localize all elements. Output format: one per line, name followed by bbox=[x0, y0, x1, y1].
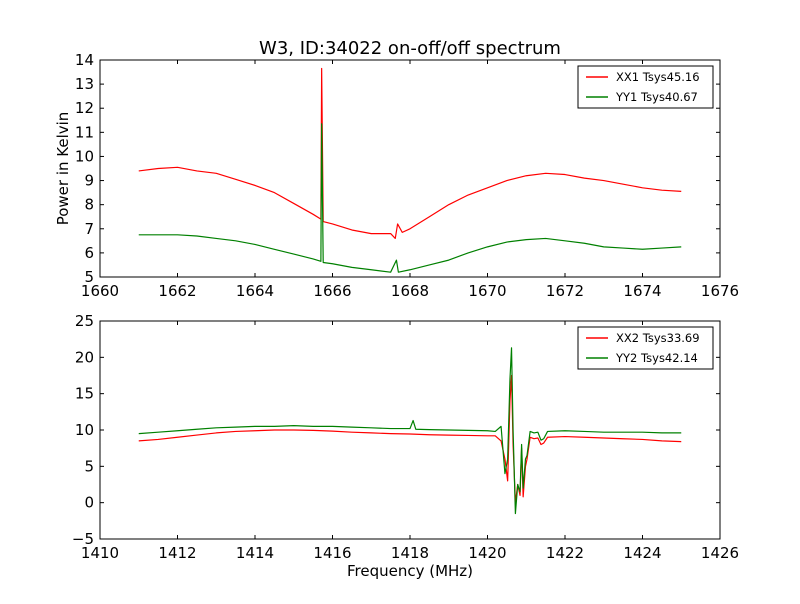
bottom-y-tick-label: 0 bbox=[84, 494, 94, 512]
top-legend-label-1: YY1 Tsys40.67 bbox=[615, 90, 698, 104]
chart-title: W3, ID:34022 on-off/off spectrum bbox=[259, 38, 561, 59]
bottom-x-tick-label: 1418 bbox=[391, 544, 429, 562]
top-legend-box bbox=[577, 65, 714, 109]
top-y-tick-label: 11 bbox=[75, 123, 94, 141]
top-y-axis-label: Power in Kelvin bbox=[54, 112, 72, 226]
top-x-tick-label: 1672 bbox=[546, 282, 584, 300]
bottom-x-tick-label: 1412 bbox=[158, 544, 196, 562]
top-chart: 1660 1662 1664 1666 1668 1670 1672 1674 1676 5 6 7 8… bbox=[54, 51, 739, 300]
bottom-legend-box bbox=[577, 326, 714, 370]
bottom-x-tick-label: 1414 bbox=[236, 544, 274, 562]
bottom-legend-label-1: YY2 Tsys42.14 bbox=[615, 351, 698, 365]
top-x-tick-label: 1662 bbox=[158, 282, 196, 300]
bottom-x-axis-label: Frequency (MHz) bbox=[347, 562, 473, 580]
bottom-x-tick-label: 1416 bbox=[313, 544, 351, 562]
top-y-tick-label: 5 bbox=[84, 268, 94, 286]
top-x-tick-label: 1666 bbox=[313, 282, 351, 300]
bottom-series-line-0 bbox=[138, 374, 682, 504]
top-y-tick-label: 8 bbox=[84, 196, 94, 214]
bottom-legend: XX2 Tsys33.69 YY2 Tsys42.14 bbox=[577, 326, 714, 370]
bottom-y-tick-label: 10 bbox=[75, 421, 94, 439]
bottom-chart: 1410 1412 1414 1416 1418 1420 1422 1424 1426 −5 0 5… bbox=[72, 312, 739, 580]
bottom-y-tick-label: 5 bbox=[84, 457, 94, 475]
bottom-y-tick-label: 15 bbox=[75, 385, 94, 403]
bottom-x-tick-label: 1410 bbox=[81, 544, 119, 562]
bottom-y-tick-label: −5 bbox=[72, 530, 94, 548]
bottom-x-tick-label: 1420 bbox=[468, 544, 506, 562]
top-x-tick-label: 1670 bbox=[468, 282, 506, 300]
top-x-tick-label: 1664 bbox=[236, 282, 274, 300]
bottom-x-tick-label: 1424 bbox=[623, 544, 661, 562]
bottom-series-line-1 bbox=[138, 347, 682, 515]
top-x-tick-label: 1660 bbox=[81, 282, 119, 300]
top-y-tick-label: 9 bbox=[84, 172, 94, 190]
top-y-tick-label: 12 bbox=[75, 99, 94, 117]
top-series-line-0 bbox=[138, 67, 682, 240]
top-y-tick-label: 6 bbox=[84, 244, 94, 262]
top-legend: XX1 Tsys45.16 YY1 Tsys40.67 bbox=[577, 65, 714, 109]
top-x-tick-label: 1674 bbox=[623, 282, 661, 300]
top-x-tick-label: 1676 bbox=[701, 282, 739, 300]
bottom-x-tick-label: 1422 bbox=[546, 544, 584, 562]
bottom-legend-label-0: XX2 Tsys33.69 bbox=[616, 331, 700, 345]
bottom-x-tick-label: 1426 bbox=[701, 544, 739, 562]
top-y-tick-label: 14 bbox=[75, 51, 94, 69]
top-y-tick-label: 13 bbox=[75, 75, 94, 93]
top-y-tick-label: 7 bbox=[84, 220, 94, 238]
top-y-tick-label: 10 bbox=[75, 147, 94, 165]
bottom-y-tick-label: 20 bbox=[75, 348, 94, 366]
top-series-line-1 bbox=[138, 123, 682, 273]
top-legend-label-0: XX1 Tsys45.16 bbox=[616, 70, 700, 84]
top-x-tick-label: 1668 bbox=[391, 282, 429, 300]
bottom-y-tick-label: 25 bbox=[75, 312, 94, 330]
